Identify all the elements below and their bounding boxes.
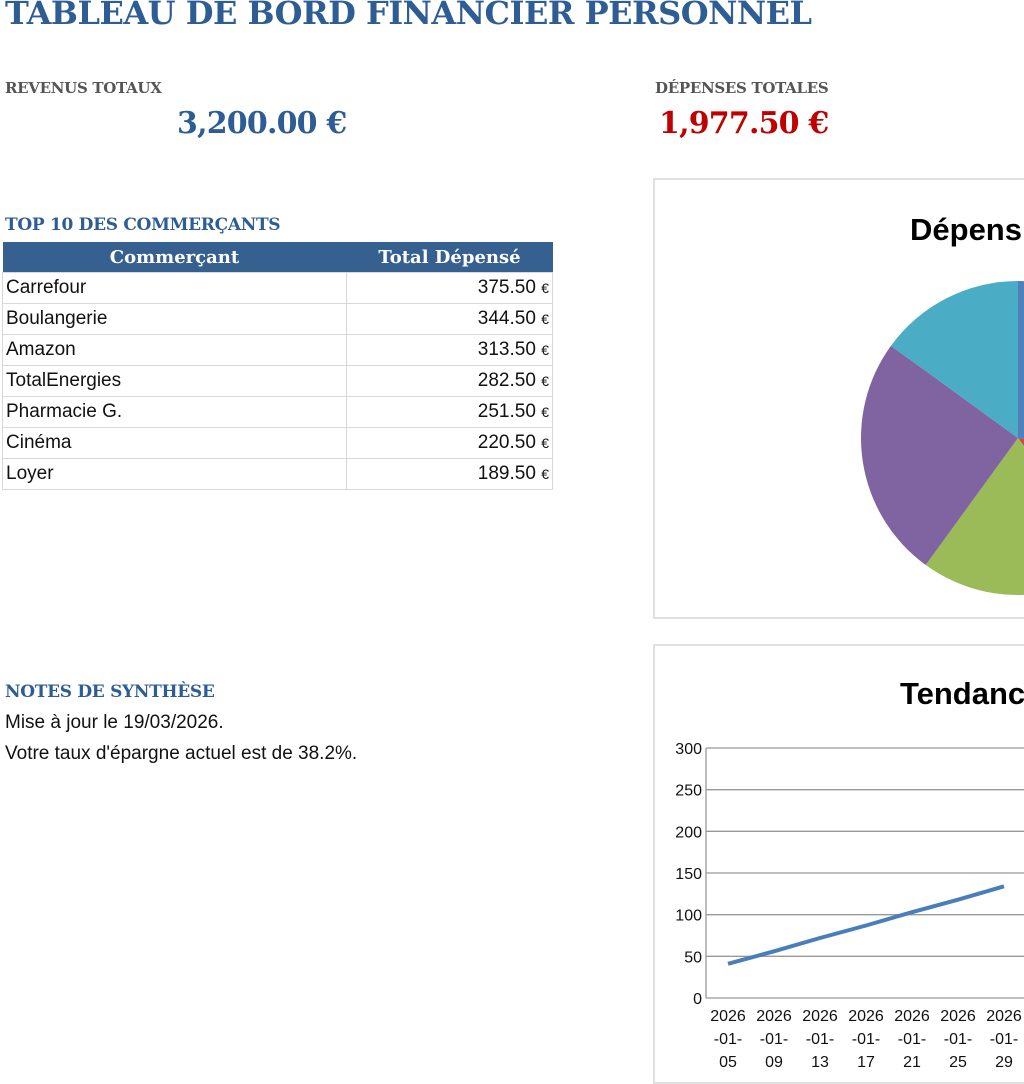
x-tick-label: 29 [995,1054,1013,1071]
x-tick-label: -01- [898,1031,926,1048]
x-tick-label: 2026 [756,1008,792,1025]
expense-label: DÉPENSES TOTALES [655,79,829,97]
amount: 282.50 [477,370,536,391]
y-tick-label: 50 [684,949,702,966]
column-header-merchant[interactable]: Commerçant [2,242,347,273]
note-line: Votre taux d'épargne actuel est de 38.2%… [5,743,358,764]
table-row[interactable]: Boulangerie 344.50 € [2,303,553,335]
x-tick-label: -01- [944,1031,972,1048]
merchant-name[interactable]: Amazon [2,334,347,366]
y-tick-label: 200 [675,824,702,841]
line-chart-container[interactable]: Tendanc [653,644,1024,1084]
merchant-total[interactable]: 251.50 € [346,396,553,428]
currency: € [541,280,549,296]
merchant-total[interactable]: 344.50 € [346,303,553,335]
merchants-heading: TOP 10 DES COMMERÇANTS [5,215,281,235]
note-line: Mise à jour le 19/03/2026. [5,712,224,733]
merchant-name[interactable]: Loyer [2,458,347,490]
amount: 313.50 [477,339,536,360]
merchant-name[interactable]: Cinéma [2,427,347,459]
y-tick-label: 300 [675,741,702,758]
pie-slice [890,281,1018,438]
x-tick-label: -01- [760,1031,788,1048]
x-tick-label: 2026 [894,1008,930,1025]
amount: 220.50 [477,432,536,453]
x-tick-label: 13 [811,1054,829,1071]
x-tick-label: -01- [714,1031,742,1048]
x-tick-label: -01- [990,1031,1018,1048]
merchant-total[interactable]: 189.50 € [346,458,553,490]
pie-chart-title: Dépens [910,212,1022,247]
expense-value: 1,977.50 € [659,106,829,141]
currency: € [541,342,549,358]
x-tick-label: 05 [719,1054,737,1071]
currency: € [541,466,549,482]
amount: 344.50 [477,308,536,329]
merchants-table: Commerçant Total Dépensé Carrefour 375.5… [2,242,553,490]
x-tick-label: -01- [806,1031,834,1048]
x-tick-label: 21 [903,1054,921,1071]
pie-slice [860,345,1018,566]
notes-heading: NOTES DE SYNTHÈSE [5,682,215,702]
currency: € [541,435,549,451]
x-tick-label: 17 [857,1054,875,1071]
amount: 251.50 [477,401,536,422]
income-label: REVENUS TOTAUX [5,79,162,97]
dashboard-title: TABLEAU DE BORD FINANCIER PERSONNEL [5,0,812,32]
column-header-total[interactable]: Total Dépensé [346,242,553,273]
x-tick-label: 25 [949,1054,967,1071]
merchant-total[interactable]: 282.50 € [346,365,553,397]
x-tick-label: 2026 [710,1008,746,1025]
y-tick-label: 0 [693,991,702,1008]
pie-slice [1018,438,1024,447]
merchant-name[interactable]: Pharmacie G. [2,396,347,428]
y-tick-label: 250 [675,783,702,800]
merchant-name[interactable]: Boulangerie [2,303,347,335]
x-tick-label: 09 [765,1054,783,1071]
x-tick-label: 2026 [848,1008,884,1025]
currency: € [541,311,549,327]
merchant-name[interactable]: Carrefour [2,272,347,304]
pie-slice [925,438,1024,595]
table-row[interactable]: Pharmacie G. 251.50 € [2,396,553,428]
line-series [727,884,1005,966]
currency: € [541,404,549,420]
x-tick-label: 2026 [986,1008,1022,1025]
y-tick-label: 100 [675,908,702,925]
y-tick-label: 150 [675,866,702,883]
table-row[interactable]: Amazon 313.50 € [2,334,553,366]
income-value: 3,200.00 € [177,106,347,141]
line-chart-title: Tendanc [900,676,1024,711]
pie-slice [1018,281,1024,439]
table-row[interactable]: Loyer 189.50 € [2,458,553,490]
x-tick-label: 2026 [802,1008,838,1025]
x-tick-label: 2026 [940,1008,976,1025]
amount: 189.50 [477,463,536,484]
merchant-total[interactable]: 313.50 € [346,334,553,366]
x-tick-label: -01- [852,1031,880,1048]
amount: 375.50 [477,277,536,298]
currency: € [541,373,549,389]
